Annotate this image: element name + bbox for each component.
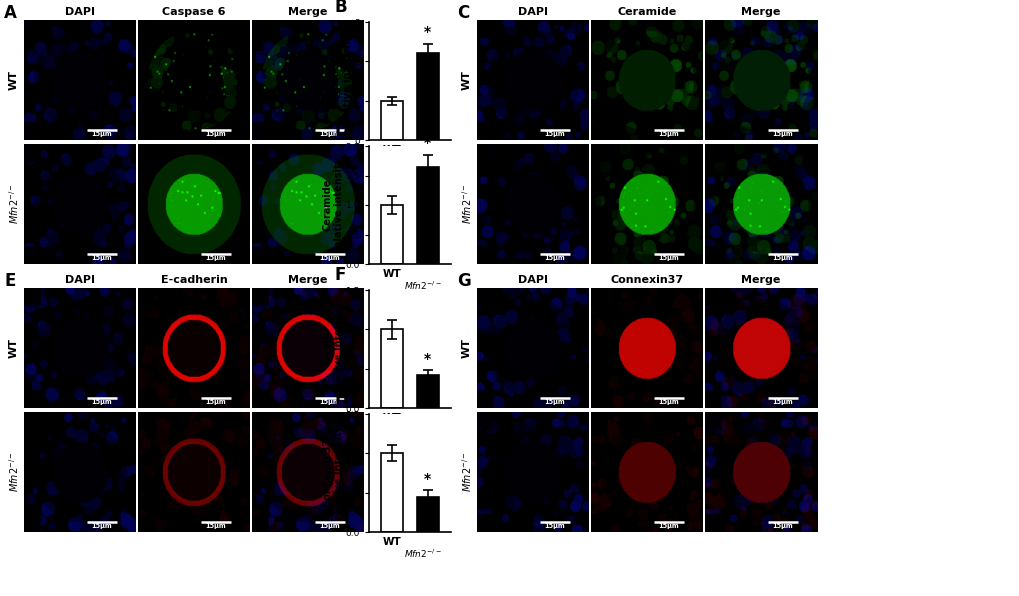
Text: 15μm: 15μm [319, 255, 339, 261]
Bar [417, 496, 438, 532]
Text: Ceramide: Ceramide [616, 7, 676, 17]
Text: D: D [334, 122, 347, 140]
Text: 15μm: 15μm [205, 131, 225, 137]
Text: DAPI: DAPI [518, 7, 547, 17]
Text: $\it{Mfn2}^{-/-}$: $\it{Mfn2}^{-/-}$ [404, 423, 441, 436]
Text: $\it{Mfn2}^{-/-}$: $\it{Mfn2}^{-/-}$ [7, 452, 20, 492]
Bar [417, 54, 438, 140]
Y-axis label: Caspase 6
relative intensity: Caspase 6 relative intensity [331, 33, 353, 129]
Text: 15μm: 15μm [91, 131, 111, 137]
Bar [381, 205, 403, 264]
Bar [417, 375, 438, 408]
Text: *: * [424, 352, 431, 365]
Text: $\it{Mfn2}^{-/-}$: $\it{Mfn2}^{-/-}$ [7, 184, 20, 224]
Bar [381, 454, 403, 532]
Text: 15μm: 15μm [657, 523, 678, 529]
Text: Connexin37: Connexin37 [609, 275, 683, 285]
Text: DAPI: DAPI [65, 7, 95, 17]
Text: Merge: Merge [288, 7, 327, 17]
Text: 15μm: 15μm [319, 399, 339, 405]
Text: 15μm: 15μm [319, 131, 339, 137]
Text: 15μm: 15μm [771, 255, 792, 261]
Text: DAPI: DAPI [518, 275, 547, 285]
Text: Caspase 6: Caspase 6 [162, 7, 225, 17]
Text: Merge: Merge [741, 275, 780, 285]
Text: H: H [334, 390, 348, 408]
Text: 15μm: 15μm [543, 399, 565, 405]
Text: Merge: Merge [741, 7, 780, 17]
Text: 15μm: 15μm [205, 399, 225, 405]
Text: WT: WT [462, 70, 472, 90]
Text: DAPI: DAPI [65, 275, 95, 285]
Text: 15μm: 15μm [657, 131, 678, 137]
Text: 15μm: 15μm [543, 523, 565, 529]
Text: 15μm: 15μm [205, 255, 225, 261]
Text: 15μm: 15μm [319, 523, 339, 529]
Y-axis label: Ceramide
relative intensity: Ceramide relative intensity [322, 157, 343, 253]
Text: 15μm: 15μm [205, 523, 225, 529]
Text: F: F [334, 266, 345, 284]
Text: $\it{Mfn2}^{-/-}$: $\it{Mfn2}^{-/-}$ [404, 280, 441, 291]
Text: E-cadherin: E-cadherin [160, 275, 227, 285]
Text: $\it{Mfn2}^{-/-}$: $\it{Mfn2}^{-/-}$ [404, 547, 441, 560]
Text: C: C [457, 4, 469, 22]
Y-axis label: Connexin 37
relative intensity: Connexin 37 relative intensity [322, 426, 343, 520]
Text: G: G [457, 272, 471, 290]
Text: *: * [424, 471, 431, 486]
Text: B: B [334, 0, 346, 16]
Text: $\it{Mfn2}^{-/-}$: $\it{Mfn2}^{-/-}$ [460, 184, 474, 224]
Text: 15μm: 15μm [771, 523, 792, 529]
Text: *: * [424, 25, 431, 39]
Bar [417, 167, 438, 264]
Text: $\it{Mfn2}^{-/-}$: $\it{Mfn2}^{-/-}$ [460, 452, 474, 492]
Text: E: E [4, 272, 15, 290]
Text: 15μm: 15μm [771, 399, 792, 405]
Text: 15μm: 15μm [771, 131, 792, 137]
Text: WT: WT [462, 338, 472, 358]
Text: 15μm: 15μm [91, 399, 111, 405]
Text: 15μm: 15μm [657, 255, 678, 261]
Text: Merge: Merge [288, 275, 327, 285]
Text: *: * [424, 136, 431, 150]
Text: 15μm: 15μm [543, 255, 565, 261]
Text: WT: WT [9, 338, 19, 358]
Bar [381, 101, 403, 140]
Bar [381, 330, 403, 408]
Text: $\it{Mfn2}^{-/-}$: $\it{Mfn2}^{-/-}$ [404, 156, 441, 167]
Text: 15μm: 15μm [543, 131, 565, 137]
Text: 15μm: 15μm [657, 399, 678, 405]
Y-axis label: E-cad
relative intensity: E-cad relative intensity [322, 302, 343, 396]
Text: 15μm: 15μm [91, 523, 111, 529]
Text: A: A [4, 4, 17, 22]
Text: WT: WT [9, 70, 19, 90]
Text: 15μm: 15μm [91, 255, 111, 261]
